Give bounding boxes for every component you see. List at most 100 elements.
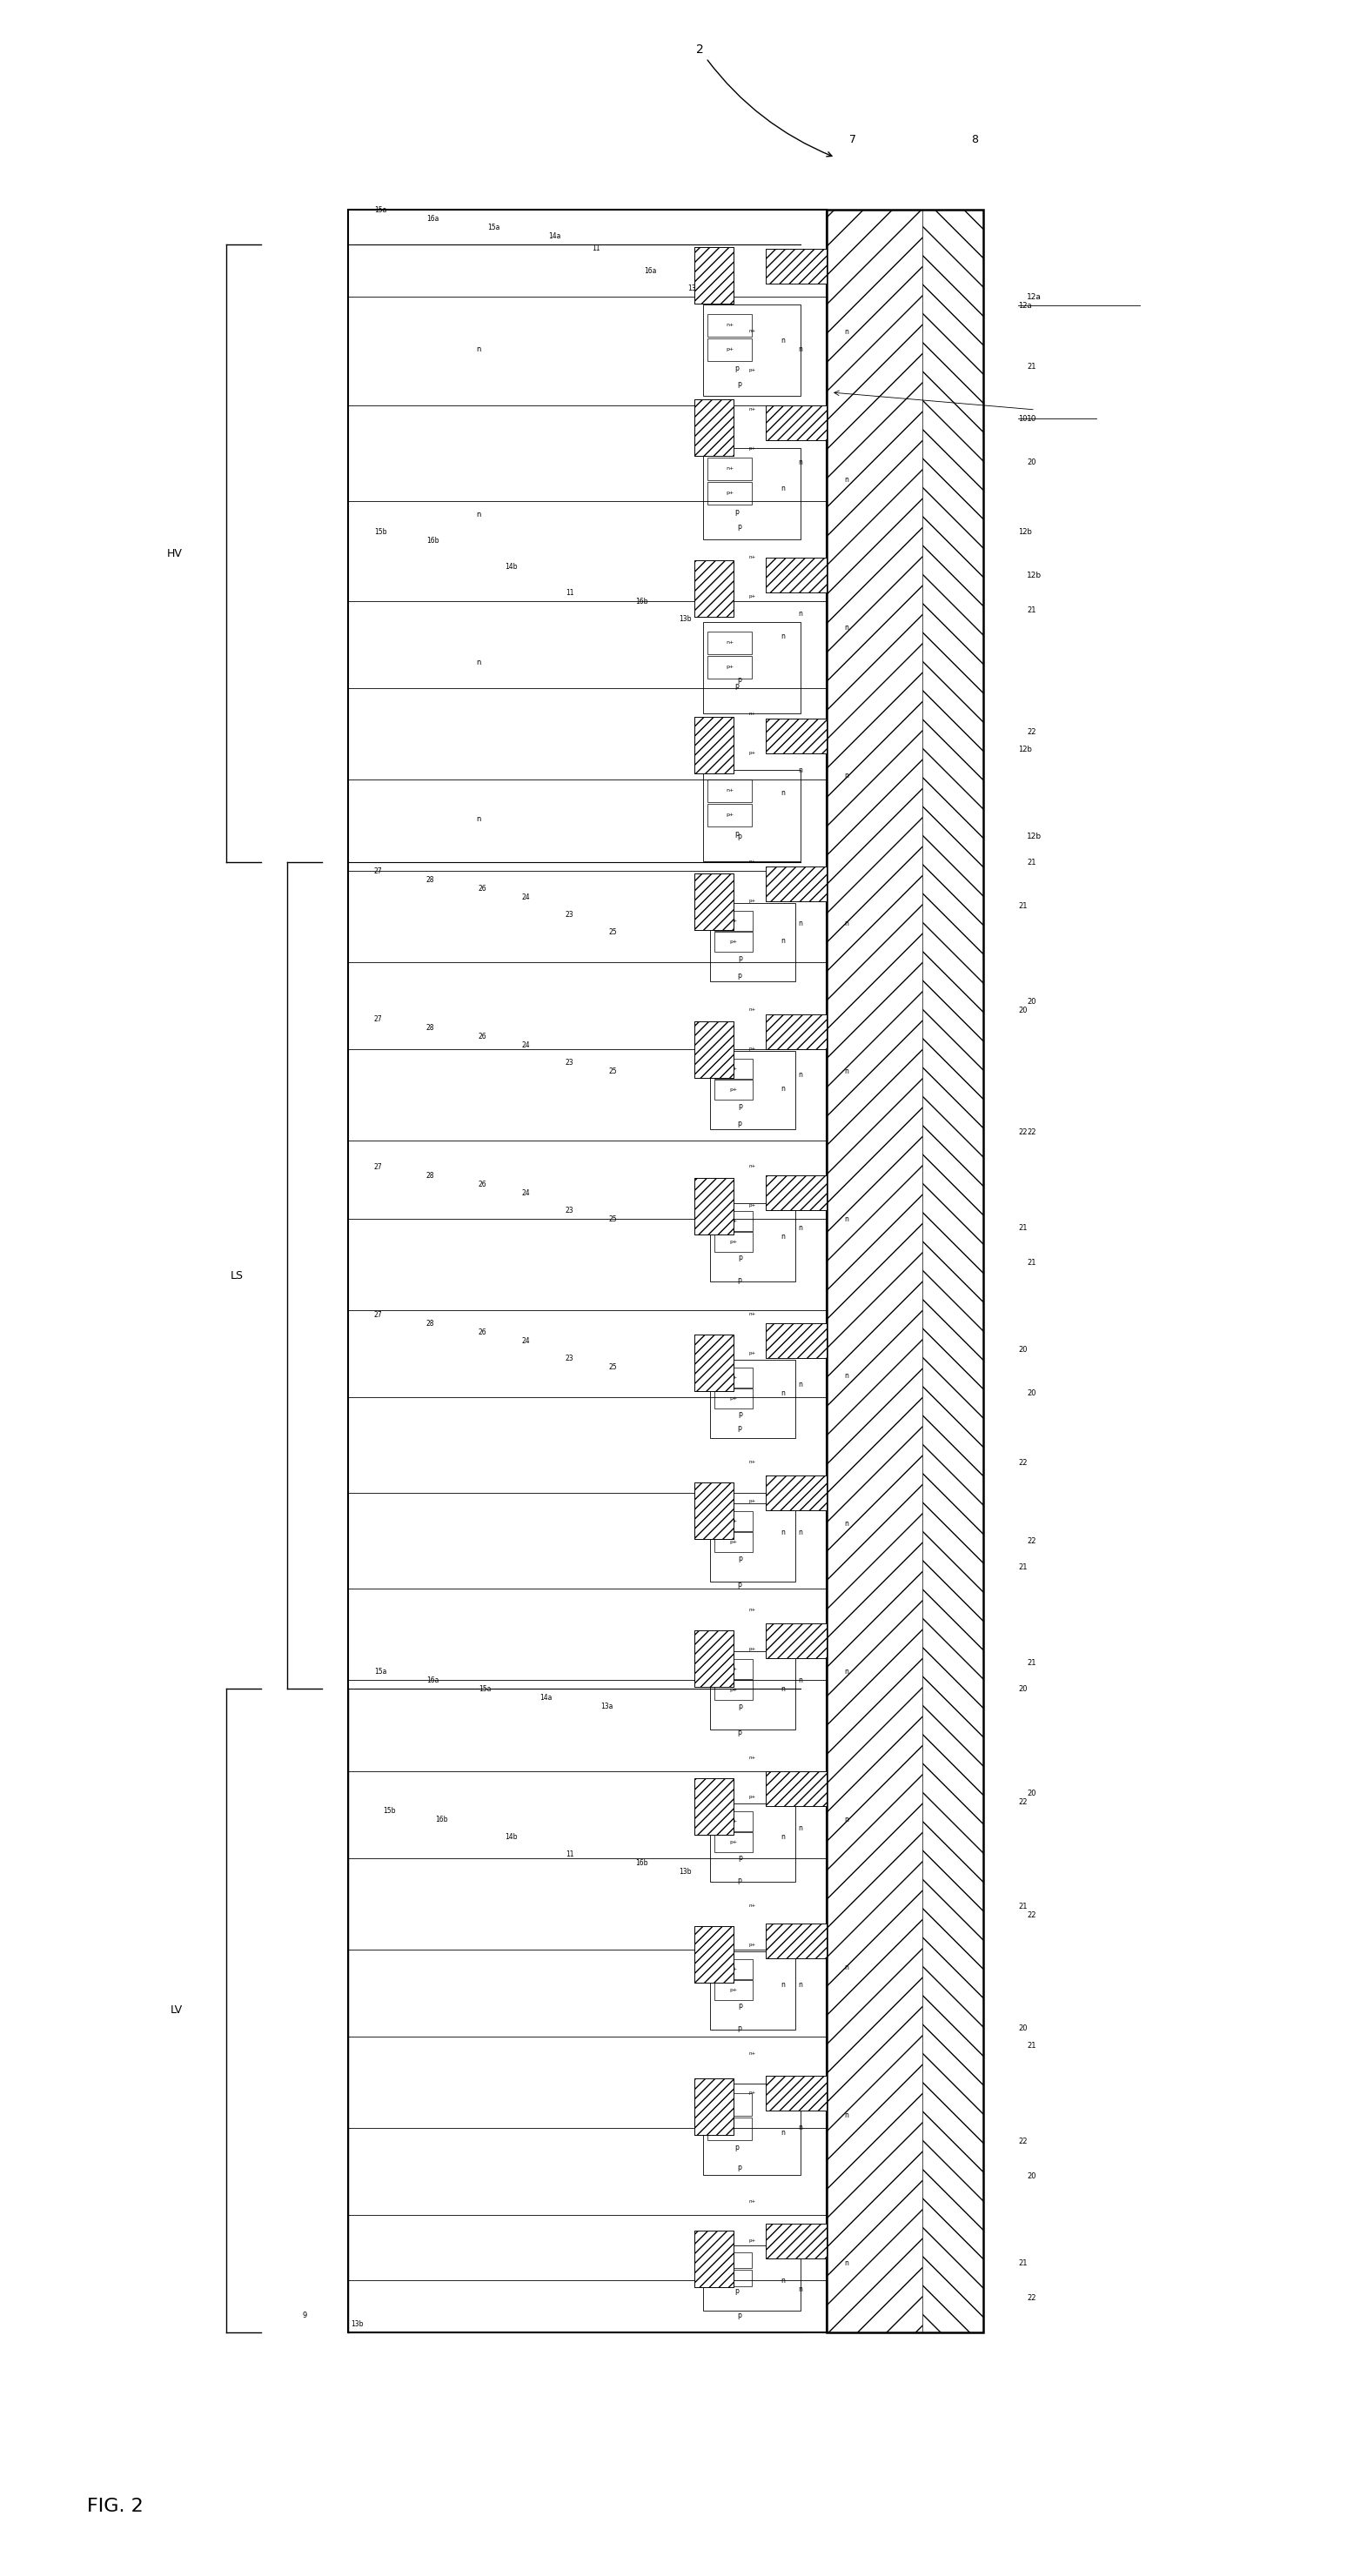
Bar bbox=[765, 1175, 827, 1211]
Bar bbox=[694, 873, 733, 930]
Text: 21: 21 bbox=[1018, 902, 1028, 909]
Text: 16a: 16a bbox=[427, 214, 439, 222]
Text: 14b: 14b bbox=[505, 1832, 517, 1839]
Bar bbox=[765, 2076, 827, 2110]
Text: 26: 26 bbox=[478, 1329, 488, 1337]
Bar bbox=[703, 2246, 800, 2311]
Bar bbox=[765, 556, 827, 592]
Text: p+: p+ bbox=[726, 2128, 734, 2130]
Text: p+: p+ bbox=[726, 665, 734, 670]
Bar bbox=[694, 1334, 733, 1391]
Text: 21: 21 bbox=[1018, 1564, 1028, 1571]
Text: n: n bbox=[781, 1832, 785, 1839]
Text: n+: n+ bbox=[749, 407, 756, 412]
Text: 20: 20 bbox=[1018, 1345, 1028, 1352]
Bar bbox=[694, 1777, 733, 1834]
Text: 16b: 16b bbox=[427, 536, 439, 544]
Text: n+: n+ bbox=[726, 788, 734, 793]
Bar bbox=[707, 631, 752, 654]
Bar bbox=[827, 209, 923, 2331]
Bar bbox=[694, 1481, 733, 1538]
Text: p+: p+ bbox=[749, 368, 756, 374]
Text: n+: n+ bbox=[749, 1904, 756, 1909]
Bar bbox=[714, 933, 753, 951]
Text: n+: n+ bbox=[749, 1311, 756, 1316]
Text: 21: 21 bbox=[1018, 1901, 1028, 1909]
Text: p+: p+ bbox=[749, 1352, 756, 1355]
Bar bbox=[694, 716, 733, 773]
Text: n+: n+ bbox=[749, 2053, 756, 2056]
Text: 20: 20 bbox=[1026, 1790, 1036, 1798]
Text: n: n bbox=[799, 1528, 803, 1535]
Text: 11: 11 bbox=[566, 587, 574, 598]
Bar bbox=[707, 804, 752, 827]
Text: 13b: 13b bbox=[350, 2321, 364, 2329]
Text: 21: 21 bbox=[1026, 605, 1036, 613]
Text: p+: p+ bbox=[749, 2092, 756, 2094]
Text: p: p bbox=[735, 2143, 740, 2151]
Bar bbox=[710, 1051, 796, 1128]
Text: 20: 20 bbox=[1018, 1685, 1028, 1692]
Bar bbox=[765, 1324, 827, 1358]
Text: n: n bbox=[781, 631, 785, 639]
Bar bbox=[348, 209, 827, 2331]
Text: 24: 24 bbox=[523, 1337, 531, 1345]
Text: n: n bbox=[799, 1677, 803, 1685]
Text: 20: 20 bbox=[1018, 2025, 1028, 2032]
Bar bbox=[765, 866, 827, 902]
Bar bbox=[714, 1211, 753, 1231]
Bar bbox=[707, 314, 752, 337]
Text: n: n bbox=[845, 1370, 849, 1378]
Bar bbox=[707, 456, 752, 479]
Text: p: p bbox=[738, 2002, 742, 2009]
Bar bbox=[694, 247, 733, 304]
Text: p+: p+ bbox=[730, 1989, 738, 1991]
Text: n: n bbox=[781, 1685, 785, 1692]
Text: n: n bbox=[799, 1224, 803, 1231]
Bar bbox=[714, 1059, 753, 1079]
Bar bbox=[765, 404, 827, 440]
Text: 24: 24 bbox=[523, 1041, 531, 1048]
Text: 8: 8 bbox=[971, 134, 978, 147]
Text: 21: 21 bbox=[1026, 1659, 1036, 1667]
Text: n+: n+ bbox=[726, 322, 734, 327]
Text: n: n bbox=[845, 327, 849, 335]
Text: n+: n+ bbox=[749, 2200, 756, 2205]
Text: n: n bbox=[477, 657, 481, 667]
Bar bbox=[765, 2076, 827, 2110]
Text: n+: n+ bbox=[726, 641, 734, 644]
Text: 20: 20 bbox=[1018, 1007, 1028, 1015]
Text: 22: 22 bbox=[1026, 1128, 1036, 1136]
Text: 21: 21 bbox=[1018, 2259, 1028, 2267]
Bar bbox=[707, 778, 752, 801]
Bar bbox=[694, 716, 733, 773]
Text: 28: 28 bbox=[427, 1319, 435, 1327]
Text: p+: p+ bbox=[749, 1795, 756, 1801]
Text: 23: 23 bbox=[566, 1059, 574, 1066]
Bar bbox=[714, 912, 753, 930]
Text: 20: 20 bbox=[1026, 1388, 1036, 1396]
Text: p: p bbox=[738, 379, 742, 386]
Text: n: n bbox=[799, 1824, 803, 1832]
Text: n: n bbox=[845, 1520, 849, 1528]
Bar bbox=[714, 1832, 753, 1852]
Text: n: n bbox=[799, 459, 803, 466]
Text: p: p bbox=[735, 683, 740, 690]
Text: 13a: 13a bbox=[687, 283, 700, 291]
Text: p+: p+ bbox=[749, 899, 756, 904]
Text: p: p bbox=[735, 507, 740, 515]
Text: 26: 26 bbox=[478, 1180, 488, 1188]
Text: n+: n+ bbox=[730, 1218, 738, 1224]
Text: n: n bbox=[781, 484, 785, 492]
Text: n: n bbox=[845, 1066, 849, 1074]
Text: n+: n+ bbox=[749, 1461, 756, 1466]
Text: 16b: 16b bbox=[636, 598, 648, 605]
Bar bbox=[707, 657, 752, 677]
Text: 25: 25 bbox=[609, 927, 617, 935]
Bar bbox=[765, 556, 827, 592]
Bar bbox=[710, 1203, 796, 1280]
Text: n: n bbox=[781, 1231, 785, 1239]
Text: 21: 21 bbox=[1018, 1224, 1028, 1231]
Text: 20: 20 bbox=[1026, 459, 1036, 466]
Bar bbox=[765, 2223, 827, 2259]
